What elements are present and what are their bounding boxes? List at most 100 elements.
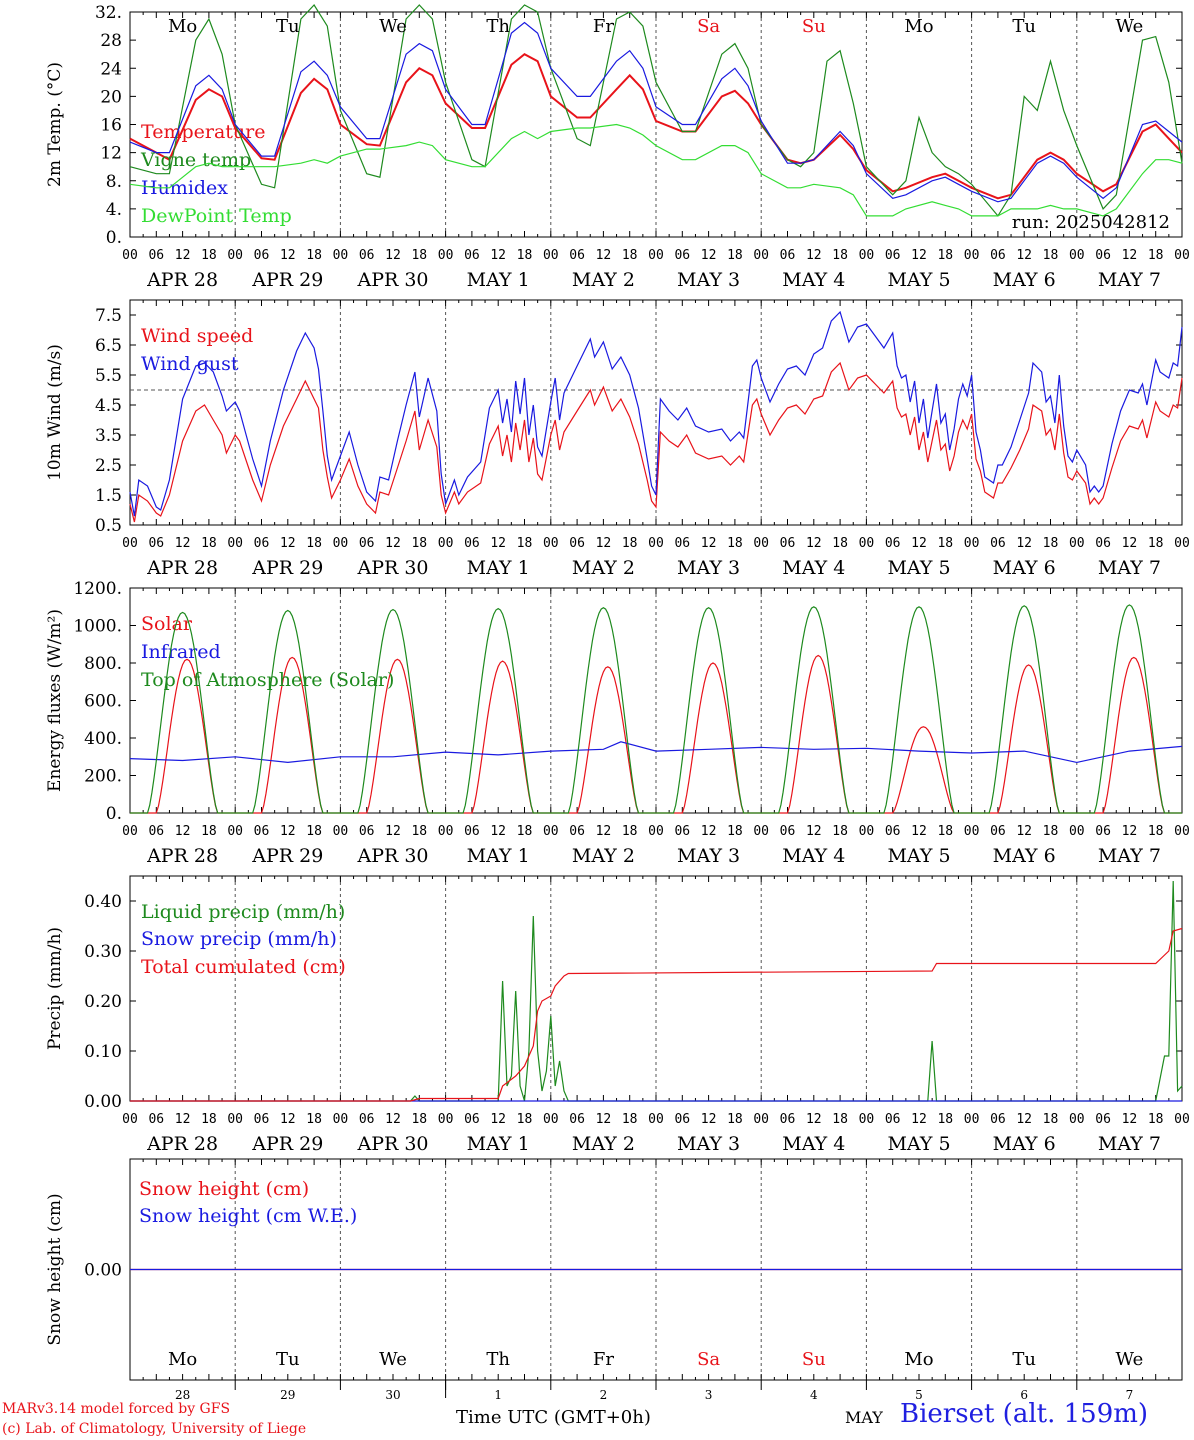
hour-label: 06 [254, 824, 270, 839]
hour-label: 06 [359, 824, 375, 839]
hour-label: 12 [385, 824, 401, 839]
date-label: APR 29 [251, 845, 323, 867]
y-tick-label: 0. [106, 228, 122, 248]
date-label: MAY 1 [467, 845, 530, 867]
hour-label: 12 [490, 248, 506, 263]
y-tick-label: 5.5 [95, 366, 122, 386]
hour-label: 06 [464, 248, 480, 263]
hour-label: 12 [596, 536, 612, 551]
y-tick-label: 0.00 [84, 1092, 122, 1112]
legend-entry: Snow height (cm) [139, 1178, 309, 1200]
hour-label: 06 [885, 824, 901, 839]
date-label: APR 30 [356, 269, 428, 291]
date-label: APR 29 [251, 269, 323, 291]
hour-label: 12 [911, 536, 927, 551]
hour-label: 06 [148, 248, 164, 263]
hour-label: 06 [569, 1112, 585, 1127]
hour-label: 06 [1095, 824, 1111, 839]
date-label: MAY 3 [677, 557, 740, 579]
day-number: 28 [175, 1388, 190, 1402]
hour-label: 12 [1016, 248, 1032, 263]
legend-entry: Wind gust [141, 353, 239, 375]
hour-label: 06 [359, 1112, 375, 1127]
date-label: MAY 7 [1098, 557, 1161, 579]
hour-label: 12 [1122, 248, 1138, 263]
weekday-label: Th [486, 1349, 510, 1370]
hour-label: 12 [1122, 536, 1138, 551]
date-label: MAY 7 [1098, 1133, 1161, 1155]
hour-label: 00 [648, 536, 664, 551]
hour-label: 12 [280, 536, 296, 551]
hour-label: 06 [569, 536, 585, 551]
hour-label: 06 [990, 248, 1006, 263]
date-label: MAY 5 [887, 845, 950, 867]
hour-label: 00 [1174, 248, 1190, 263]
y-tick-label: 6.5 [95, 336, 122, 356]
weekday-label: Th [486, 16, 510, 37]
weekday-label: Tu [276, 16, 300, 37]
hour-label: 06 [464, 536, 480, 551]
legend-entry: DewPoint Temp [141, 205, 292, 227]
hour-label: 12 [806, 824, 822, 839]
hour-label: 18 [517, 824, 533, 839]
date-label: APR 29 [251, 557, 323, 579]
date-label: MAY 3 [677, 845, 740, 867]
hour-label: 18 [1148, 824, 1164, 839]
hour-label: 00 [753, 824, 769, 839]
hour-label: 18 [622, 248, 638, 263]
date-label: MAY 1 [467, 269, 530, 291]
hour-label: 00 [227, 824, 243, 839]
weekday-label: Mo [904, 16, 933, 37]
hour-label: 12 [280, 824, 296, 839]
hour-label: 06 [464, 824, 480, 839]
hour-label: 18 [937, 536, 953, 551]
hour-label: 00 [333, 536, 349, 551]
day-number: 29 [280, 1388, 295, 1402]
date-label: MAY 1 [467, 557, 530, 579]
hour-label: 00 [753, 1112, 769, 1127]
hour-label: 00 [964, 824, 980, 839]
hour-label: 12 [596, 248, 612, 263]
hour-label: 18 [517, 536, 533, 551]
month-label: MAY [845, 1408, 883, 1427]
day-number: 6 [1020, 1388, 1028, 1402]
hour-label: 00 [859, 824, 875, 839]
y-axis-label: Snow height (cm) [45, 1193, 65, 1345]
hour-label: 18 [201, 824, 217, 839]
weekday-label: Sa [697, 1349, 720, 1370]
hour-label: 06 [780, 248, 796, 263]
y-tick-label: 7.5 [95, 306, 122, 326]
date-label: MAY 5 [887, 269, 950, 291]
weekday-label: Mo [168, 1349, 197, 1370]
legend-entry: Top of Atmosphere (Solar) [141, 669, 394, 691]
hour-label: 06 [780, 824, 796, 839]
hour-label: 18 [937, 1112, 953, 1127]
legend-entry: Total cumulated (cm) [141, 956, 346, 978]
hour-label: 06 [254, 248, 270, 263]
hour-label: 06 [254, 1112, 270, 1127]
hour-label: 12 [280, 1112, 296, 1127]
y-tick-label: 600. [84, 692, 122, 712]
weekday-label: Tu [276, 1349, 300, 1370]
legend-entry: Liquid precip (mm/h) [141, 901, 345, 923]
y-tick-label: 20 [100, 87, 122, 107]
hour-label: 00 [859, 248, 875, 263]
hour-label: 18 [1148, 536, 1164, 551]
hour-label: 00 [122, 1112, 138, 1127]
weekday-label: Su [802, 16, 826, 37]
weekday-label: Fr [593, 1349, 614, 1370]
weekday-label: Mo [168, 16, 197, 37]
hour-label: 12 [1122, 824, 1138, 839]
hour-label: 00 [543, 536, 559, 551]
y-tick-label: 0.30 [84, 942, 122, 962]
hour-label: 06 [885, 536, 901, 551]
y-tick-label: 0.00 [84, 1261, 122, 1281]
hour-label: 00 [753, 536, 769, 551]
hour-label: 06 [254, 536, 270, 551]
hour-label: 00 [227, 536, 243, 551]
date-label: MAY 6 [993, 845, 1056, 867]
y-tick-label: 200. [84, 767, 122, 787]
hour-label: 18 [1043, 1112, 1059, 1127]
hour-label: 06 [885, 1112, 901, 1127]
hour-label: 12 [1016, 536, 1032, 551]
